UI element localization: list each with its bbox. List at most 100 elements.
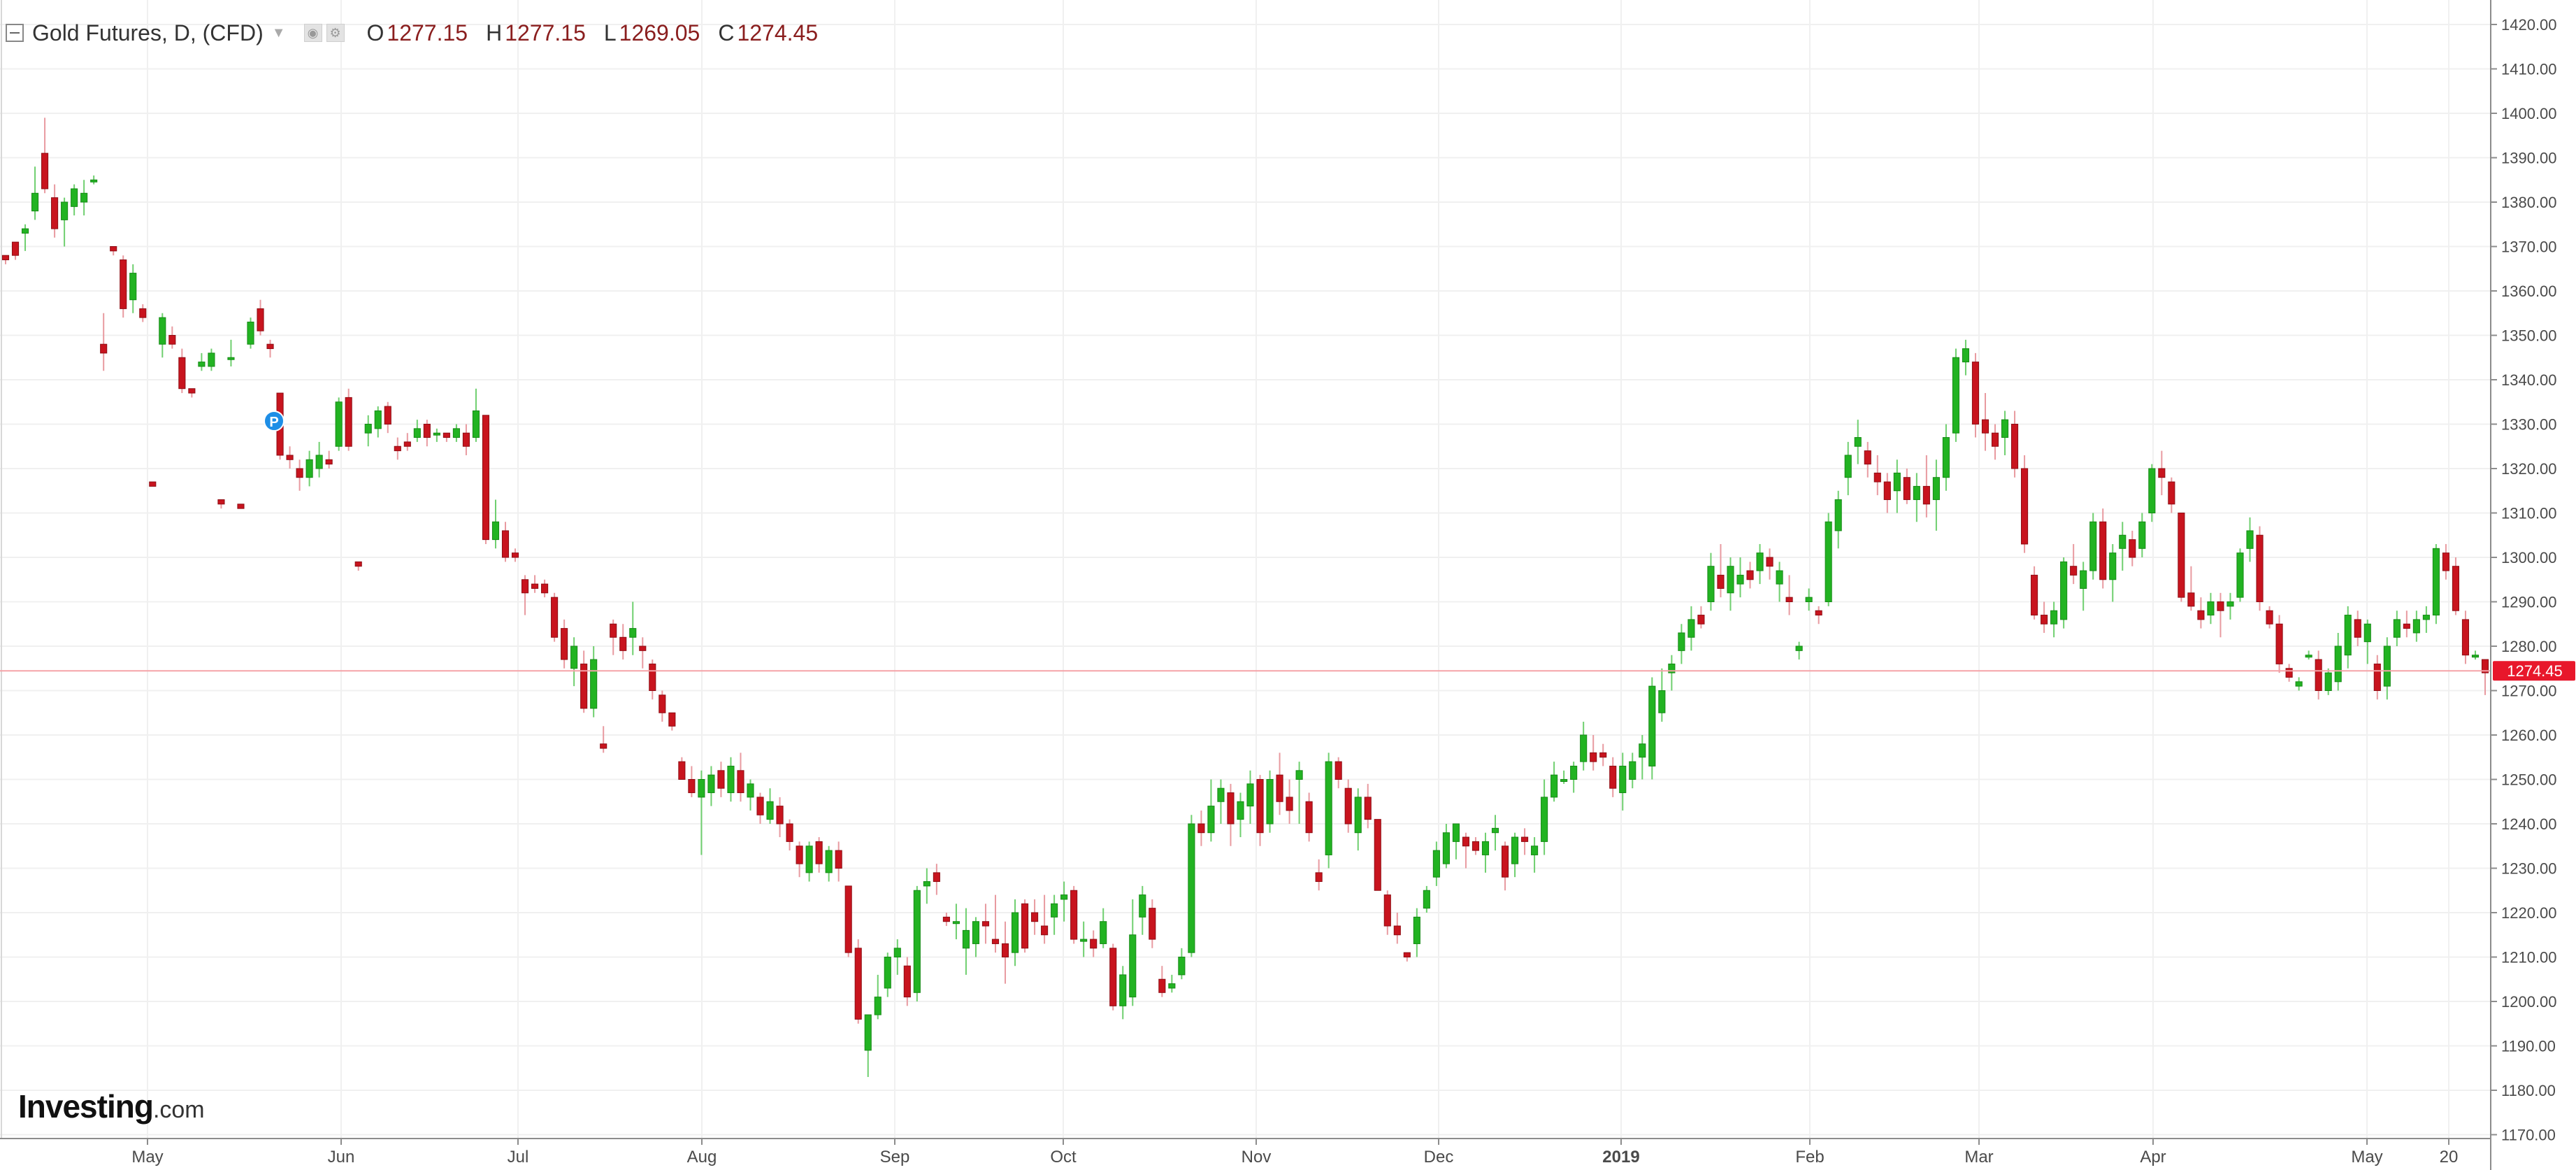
candle-body: [610, 623, 617, 638]
candle: [1609, 757, 1617, 797]
price-axis-panel[interactable]: [2490, 0, 2576, 1170]
candle-body: [2285, 668, 2293, 678]
candle: [1776, 562, 1783, 602]
candle-body: [1844, 455, 1852, 478]
candle: [600, 726, 607, 753]
candle: [1413, 908, 1420, 957]
candle: [2060, 557, 2068, 629]
y-tick-label: 1300.00: [2501, 549, 2557, 566]
candle: [2432, 543, 2440, 625]
candle-body: [962, 929, 970, 949]
candle: [1854, 420, 1862, 464]
candle: [942, 913, 950, 927]
marker-label: P: [269, 415, 278, 430]
candle-body: [364, 424, 372, 434]
candle-body: [1041, 925, 1049, 936]
candle-body: [2305, 655, 2312, 658]
candle: [1315, 859, 1323, 891]
candle: [2334, 632, 2342, 691]
candle: [1550, 762, 1558, 802]
candle-body: [1266, 779, 1274, 825]
candle: [374, 406, 382, 438]
candle: [2089, 513, 2097, 580]
candle-body: [384, 406, 391, 425]
candle-body: [1873, 472, 1881, 483]
candle: [1276, 752, 1283, 815]
eye-icon[interactable]: ◉: [303, 24, 322, 42]
candle: [2001, 411, 2009, 455]
candle: [1932, 459, 1940, 531]
candle-body: [942, 916, 950, 922]
candle: [2266, 606, 2273, 629]
candle-body: [590, 659, 598, 709]
candle: [208, 348, 215, 371]
candle: [825, 846, 833, 882]
candle-body: [1462, 836, 1470, 847]
candle: [1354, 788, 1362, 851]
candle: [1334, 757, 1342, 789]
candle-body: [1276, 774, 1283, 802]
candle-body: [257, 308, 264, 331]
candle-body: [1717, 574, 1725, 589]
candle: [2481, 659, 2489, 695]
candle-body: [51, 197, 59, 229]
candle: [570, 637, 578, 687]
candle-body: [551, 597, 559, 638]
candle: [2315, 650, 2322, 700]
symbol-title[interactable]: Gold Futures, D, (CFD): [32, 20, 264, 45]
y-tick-label: 1310.00: [2501, 505, 2557, 522]
candle-body: [1913, 485, 1920, 500]
candle: [923, 868, 930, 904]
candle-body: [1688, 619, 1695, 638]
candle: [1001, 921, 1009, 984]
candle-body: [580, 663, 588, 709]
candle: [1580, 721, 1588, 771]
candle-body: [2148, 468, 2156, 513]
candle: [129, 264, 137, 313]
candle-body: [668, 712, 676, 727]
collapse-toggle-icon[interactable]: [6, 24, 24, 42]
candle: [2344, 606, 2352, 669]
candle: [345, 388, 352, 451]
candle: [1815, 606, 1822, 625]
candle: [1403, 952, 1411, 962]
y-tick-label: 1180.00: [2501, 1082, 2556, 1099]
candle: [952, 904, 960, 940]
candle: [1090, 930, 1098, 957]
candle-body: [991, 939, 1000, 944]
candle: [991, 894, 1000, 953]
candle: [1442, 824, 1450, 869]
candle: [903, 957, 911, 1006]
candle: [2021, 455, 2029, 553]
candle-body: [1590, 752, 1597, 762]
candle: [668, 712, 676, 731]
candle-body: [756, 797, 764, 815]
candle-body: [1344, 787, 1352, 825]
candle-body: [2060, 561, 2068, 620]
time-axis[interactable]: May Jun Jul Aug Sep Oct Nov Dec 2019 Feb Mar Apr May…: [131, 1139, 2458, 1167]
candle: [737, 752, 744, 802]
candle-body: [1648, 685, 1656, 766]
candle: [1207, 779, 1215, 842]
candle: [2178, 513, 2185, 602]
candle: [1060, 881, 1068, 922]
candle-body: [776, 806, 784, 825]
candle-body: [1452, 823, 1460, 842]
candle: [237, 504, 245, 509]
candle-body: [2089, 521, 2097, 571]
candle-body: [31, 192, 39, 212]
candle: [766, 788, 774, 824]
candle-body: [11, 241, 20, 256]
candle-body: [208, 352, 215, 367]
candle-body: [1031, 912, 1039, 922]
candle: [727, 757, 735, 802]
gear-icon[interactable]: ⚙: [326, 24, 345, 42]
candle-body: [2442, 552, 2449, 571]
earnings-marker[interactable]: P: [264, 411, 285, 431]
ohlc-low: L 1269.05: [603, 20, 700, 45]
candle-body: [1707, 566, 1715, 603]
candle: [1286, 779, 1293, 824]
chevron-down-icon[interactable]: ▼: [271, 24, 286, 41]
candle: [1246, 770, 1254, 824]
